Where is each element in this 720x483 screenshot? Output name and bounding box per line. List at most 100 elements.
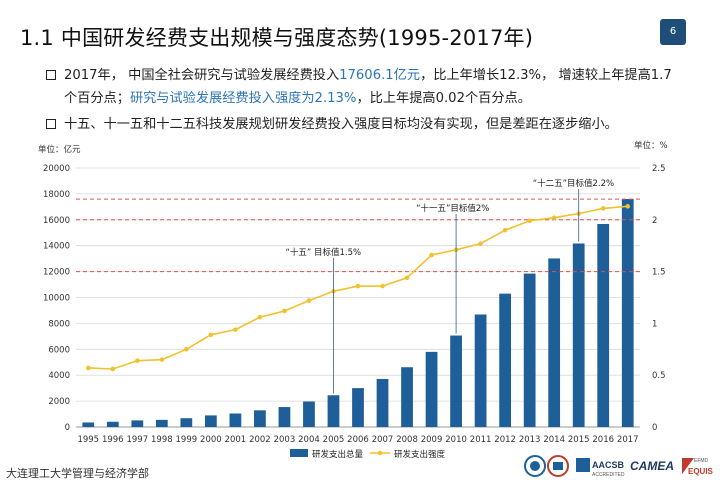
line-point [159, 357, 165, 362]
line-point [551, 215, 557, 221]
right-axis-unit: 单位：% [634, 140, 668, 151]
bar [180, 418, 193, 427]
left-axis-unit: 单位：亿元 [38, 144, 81, 155]
x-tick-label: 2002 [249, 435, 271, 445]
bullet-text: ，比上年提高0.02个百分点。 [356, 91, 531, 106]
bar [401, 367, 413, 427]
right-tick-label: 0 [652, 423, 657, 433]
slide-title: 1.1 中国研发经费支出规模与强度态势(1995-2017年) [20, 26, 534, 50]
line-point [478, 241, 483, 246]
x-tick-label: 1997 [126, 435, 148, 445]
line-point [85, 365, 91, 371]
left-tick-label: 2000 [48, 397, 70, 407]
aacsb-logo: AACSB ACCREDITED [576, 458, 625, 478]
line-point [306, 298, 312, 303]
x-tick-label: 2000 [200, 435, 222, 445]
bullet-text: 2017年， 中国全社会研究与试验发展经费投入 [64, 68, 340, 83]
bar [229, 413, 242, 427]
left-tick-label: 0 [65, 423, 70, 433]
left-tick-label: 12000 [43, 268, 70, 278]
svg-text:EQUIS: EQUIS [688, 467, 714, 476]
bullet-text: 十五、十一五和十二五科技发展规划研发经费投入强度目标均没有实现，但是差距在逐步缩… [64, 117, 618, 132]
x-tick-label: 2007 [372, 435, 394, 445]
x-tick-label: 2008 [396, 435, 418, 445]
line-point [527, 218, 532, 224]
bar [523, 273, 536, 427]
page-number-badge: 6 [660, 19, 686, 45]
x-tick-label: 1998 [151, 435, 173, 445]
bar [376, 378, 389, 427]
line-point [625, 204, 631, 209]
highlight-text: 研究与试验发展经费投入强度为2.13% [129, 91, 357, 106]
left-tick-label: 8000 [48, 319, 70, 329]
target-annotation: “十一五”目标值2% [416, 203, 489, 214]
line-point [110, 366, 116, 372]
x-tick-label: 2004 [298, 435, 320, 445]
svg-text:CAMEA: CAMEA [630, 459, 674, 473]
line-point [429, 252, 434, 258]
highlight-text: 17606.1亿元 [339, 68, 421, 83]
x-tick-label: 2005 [323, 435, 345, 445]
x-tick-label: 2001 [225, 435, 247, 445]
right-tick-label: 2.5 [652, 164, 666, 174]
left-tick-label: 6000 [48, 345, 70, 355]
bar [548, 258, 561, 427]
line-point [502, 227, 508, 233]
x-tick-label: 2003 [274, 435, 296, 445]
legend-bar-label: 研发支出总量 [312, 449, 364, 460]
bullet-list: 2017年， 中国全社会研究与试验发展经费投入17606.1亿元，比上年增长12… [44, 64, 684, 136]
bar [82, 422, 95, 427]
bar [450, 335, 462, 427]
bar [106, 421, 119, 427]
x-tick-label: 2006 [347, 435, 369, 445]
right-tick-label: 1.5 [652, 268, 666, 278]
legend-line-marker [377, 450, 383, 456]
building-logo [547, 455, 569, 477]
legend-bar-swatch [290, 449, 308, 457]
bar [597, 223, 610, 427]
left-tick-label: 14000 [43, 242, 70, 252]
footer-org-name: 大连理工大学管理与经济学部 [6, 467, 149, 480]
bar [155, 419, 168, 427]
bar [131, 420, 144, 427]
x-tick-label: 2012 [494, 435, 516, 445]
left-tick-label: 20000 [43, 164, 70, 174]
line-point [380, 283, 385, 289]
left-tick-label: 16000 [43, 216, 70, 226]
line-point [404, 275, 410, 281]
target-annotation: “十五” 目标值1.5% [285, 247, 361, 258]
right-tick-label: 0.5 [652, 371, 666, 381]
line-point [355, 283, 361, 289]
line-point [208, 332, 214, 338]
svg-text:EFMD: EFMD [694, 458, 709, 464]
line-point [233, 327, 238, 332]
x-tick-label: 2016 [592, 435, 614, 445]
bullet-item: 2017年， 中国全社会研究与试验发展经费投入17606.1亿元，比上年增长12… [44, 64, 684, 110]
equis-logo: EFMD EQUIS [682, 458, 714, 476]
x-tick-label: 2009 [421, 435, 443, 445]
bar [254, 410, 266, 427]
bar [474, 314, 487, 427]
bar [303, 401, 315, 427]
camea-logo: CAMEA [630, 459, 674, 473]
svg-text:ACCREDITED: ACCREDITED [592, 472, 625, 478]
left-tick-label: 18000 [43, 190, 70, 200]
bullet-text: ，比上年增长12.3%， 增速较上年提高1.7个百分点； [64, 68, 672, 106]
bar [204, 415, 217, 427]
bar [352, 388, 364, 427]
bar [278, 407, 291, 427]
x-tick-label: 2011 [470, 435, 492, 445]
x-tick-label: 2015 [568, 435, 590, 445]
bullet-square-icon [46, 70, 56, 80]
svg-text:AACSB: AACSB [592, 460, 625, 470]
x-tick-label: 2017 [617, 435, 639, 445]
x-tick-label: 2010 [445, 435, 467, 445]
line-point [184, 347, 189, 352]
target-annotation: “十二五”目标值2.2% [533, 178, 614, 189]
left-tick-label: 4000 [48, 371, 70, 381]
right-tick-label: 2 [652, 216, 657, 226]
line-point [600, 206, 606, 211]
x-tick-label: 1996 [102, 435, 124, 445]
bar [499, 293, 512, 427]
